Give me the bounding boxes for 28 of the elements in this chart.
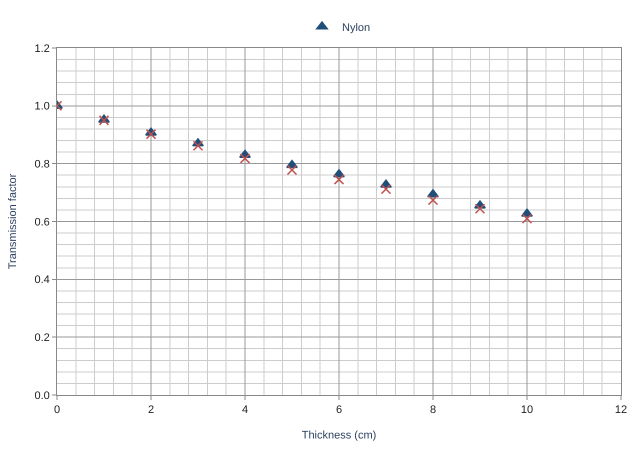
x-tick-label: 0 xyxy=(54,404,60,416)
point xyxy=(522,213,532,224)
y-tick-label: 1.0 xyxy=(34,100,50,113)
x-tick-label: 8 xyxy=(430,404,436,416)
point xyxy=(380,184,392,194)
y-tick-label: 0.8 xyxy=(34,158,50,171)
point xyxy=(146,128,156,140)
point xyxy=(98,115,110,126)
point xyxy=(240,153,250,164)
x-tick-label: 2 xyxy=(148,404,154,416)
y-axis-title: Transmission factor xyxy=(7,173,20,270)
point xyxy=(474,204,486,214)
x-tick-label: 12 xyxy=(614,404,628,416)
point xyxy=(192,140,204,151)
y-tick-label: 1.2 xyxy=(34,42,50,55)
y-tick-label: 0.6 xyxy=(34,216,50,228)
x-tick-label: 4 xyxy=(242,404,248,416)
x-tick-label: 10 xyxy=(520,404,534,416)
x-axis-title: Thickness (cm) xyxy=(302,429,376,442)
point xyxy=(427,189,439,198)
y-tick-label: 0.0 xyxy=(34,390,50,402)
point xyxy=(286,164,298,176)
point xyxy=(428,194,438,206)
legend-label: Nylon xyxy=(342,22,370,34)
y-tick-label: 0.2 xyxy=(34,332,50,344)
point xyxy=(334,174,344,185)
y-tick-label: 0.4 xyxy=(34,274,50,286)
x-tick-label: 6 xyxy=(336,404,342,416)
